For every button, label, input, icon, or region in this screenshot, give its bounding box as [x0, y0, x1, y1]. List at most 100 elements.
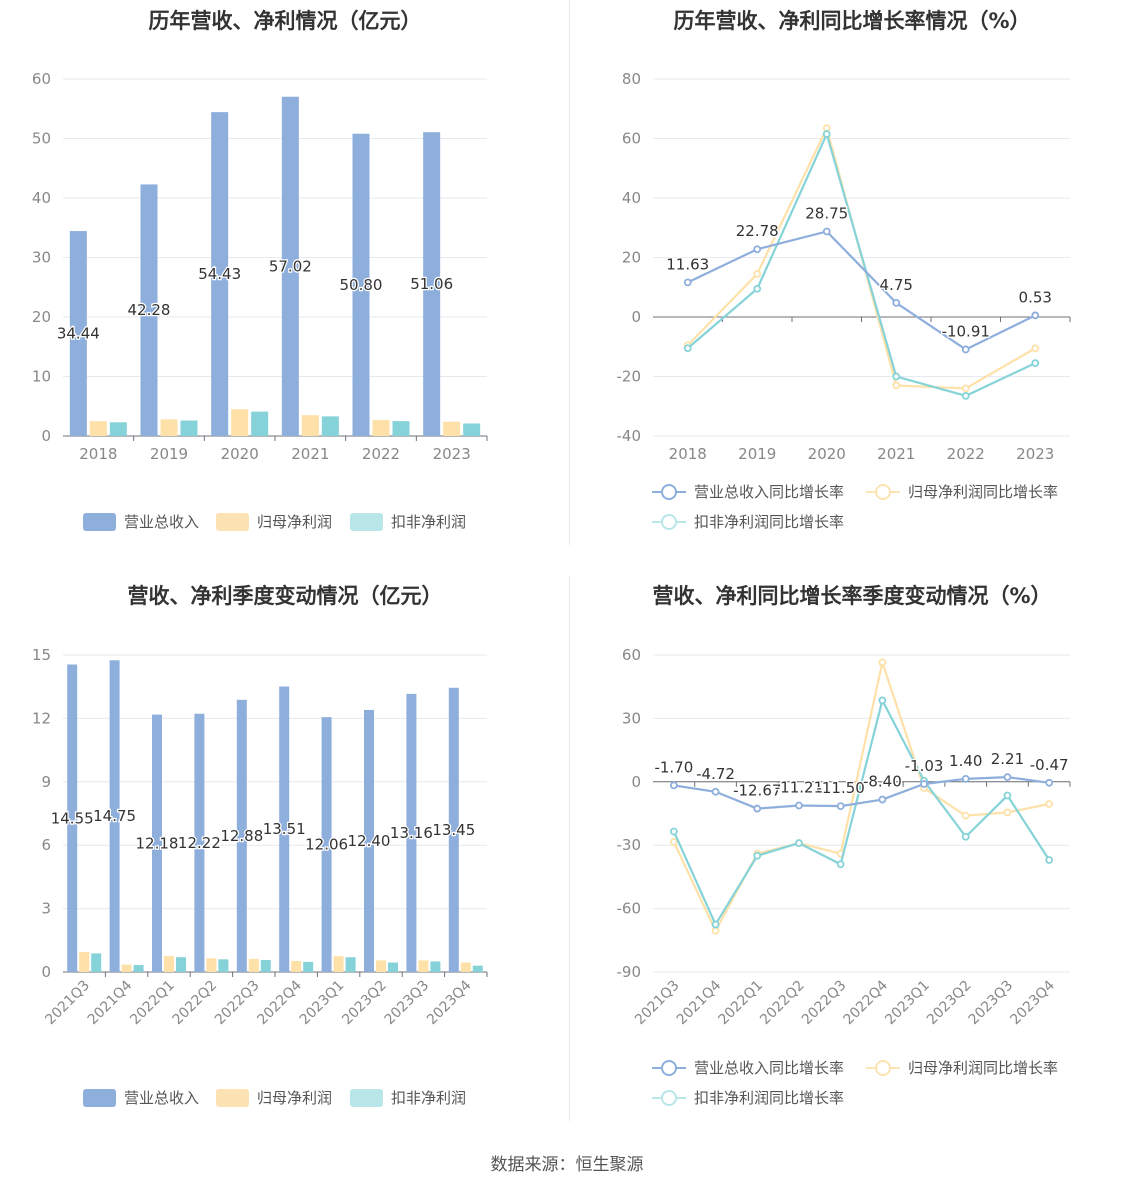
data-point: [753, 804, 762, 813]
y-tick-label: 60: [32, 70, 51, 88]
bar-revenue: [236, 699, 247, 972]
data-point: [961, 774, 970, 783]
data-label: 12.40: [348, 832, 391, 850]
legend-item-revenue[interactable]: 营业总收入: [83, 1087, 199, 1108]
bar-deducted-profit: [303, 961, 314, 972]
divider: [569, 0, 570, 545]
y-tick-label: 0: [631, 773, 641, 791]
legend-item-deducted-profit[interactable]: 扣非净利润: [350, 511, 466, 532]
panel-title: 营收、净利季度变动情况（亿元）: [127, 584, 443, 608]
quarterly-growth-chart: -90-60-30030602021Q32021Q42022Q12022Q220…: [617, 646, 1071, 1028]
data-label: 1.40: [949, 752, 982, 770]
legend-item-net-profit-growth[interactable]: 归母净利润同比增长率: [866, 481, 1058, 502]
divider: [569, 576, 570, 1121]
bar-revenue: [109, 660, 120, 972]
legend-label: 扣非净利润: [391, 1089, 467, 1107]
bar-revenue: [423, 132, 441, 436]
data-point: [961, 384, 970, 393]
x-tick-label: 2022Q4: [841, 977, 892, 1028]
bar-revenue: [352, 133, 370, 436]
x-tick-label: 2021Q3: [42, 978, 93, 1029]
legend-symbol: [866, 483, 900, 501]
x-tick-label: 2022Q3: [212, 978, 263, 1029]
legend-item-revenue-growth[interactable]: 营业总收入同比增长率: [652, 1057, 844, 1078]
bar-net-profit: [164, 956, 174, 972]
bar-deducted-profit: [91, 953, 102, 972]
bar-deducted-profit: [180, 420, 198, 436]
data-label: 0.53: [1019, 288, 1052, 306]
annual-revenue-profit-panel: 历年营收、净利情况（亿元） 0 10 20 30 40 50 60 2018 2019 2020 2…: [0, 0, 570, 545]
legend-item-deducted-profit-growth[interactable]: 扣非净利润同比增长率: [652, 511, 844, 532]
data-point: [1031, 359, 1040, 368]
chart-legend: 营业总收入同比增长率 归母净利润同比增长率 扣非净利润同比增长率: [570, 1057, 1134, 1111]
bar-net-profit: [376, 960, 386, 972]
x-tick-label: 2023: [433, 445, 471, 463]
bar-revenue: [279, 686, 290, 972]
data-label: -4.72: [696, 765, 735, 783]
legend-item-net-profit[interactable]: 归母净利润: [216, 511, 332, 532]
data-point: [795, 801, 803, 810]
y-tick-label: 60: [622, 130, 641, 148]
legend-swatch: [216, 1088, 249, 1107]
data-point: [711, 926, 720, 935]
bar-deducted-profit: [133, 965, 144, 972]
x-tick-label: 2019: [150, 445, 188, 463]
bar-deducted-profit: [176, 957, 186, 972]
data-label: 50.80: [340, 276, 383, 294]
quarterly-revenue-profit-chart: 036912152021Q32021Q42022Q12022Q22022Q320…: [32, 646, 488, 1029]
legend-swatch: [216, 512, 249, 531]
legend-item-revenue[interactable]: 营业总收入: [83, 511, 199, 532]
legend-label: 归母净利润: [257, 1089, 333, 1107]
x-tick-label: 2020: [221, 445, 259, 463]
data-point: [961, 811, 970, 820]
y-tick-label: -30: [617, 836, 642, 854]
legend-item-deducted-profit[interactable]: 扣非净利润: [350, 1087, 466, 1108]
legend-label: 扣非净利润: [391, 513, 467, 531]
data-label: 12.88: [220, 827, 263, 845]
data-point: [753, 269, 762, 278]
y-tick-label: 0: [41, 427, 51, 445]
legend-item-revenue-growth[interactable]: 营业总收入同比增长率: [652, 481, 844, 502]
legend-item-net-profit[interactable]: 归母净利润: [216, 1087, 332, 1108]
x-tick-label: 2023: [1016, 445, 1054, 463]
bar-revenue: [321, 717, 332, 972]
y-tick-label: 80: [622, 70, 641, 88]
data-point: [669, 827, 678, 836]
data-label: 2.21: [991, 750, 1024, 768]
y-tick-label: 15: [32, 646, 51, 664]
data-point: [1003, 791, 1012, 800]
quarterly-revenue-profit-panel: 营收、净利季度变动情况（亿元） 0 3 6 9 12 15 2021Q3 2021Q4 2022…: [0, 576, 570, 1121]
annual-growth-chart: -40 -20 0 20 40 60 80 2018 2019 2020 2021 2022 2023 1…: [617, 70, 1071, 463]
bar-net-profit: [89, 421, 107, 436]
series-line-deducted-profit: [672, 697, 1051, 927]
legend-label: 扣非净利润同比增长率: [694, 513, 845, 531]
y-tick-label: 40: [622, 189, 641, 207]
data-label: 13.45: [432, 821, 475, 839]
x-tick-label: 2022Q4: [254, 977, 305, 1028]
chart-legend: 营业总收入 归母净利润 扣非净利润: [0, 1087, 570, 1109]
data-point: [920, 780, 928, 788]
x-tick-label: 2023Q1: [297, 978, 348, 1029]
y-tick-label: -40: [617, 427, 642, 445]
data-point: [822, 227, 831, 236]
legend-item-deducted-profit-growth[interactable]: 扣非净利润同比增长率: [652, 1087, 844, 1108]
data-point: [753, 851, 762, 860]
bar-revenue: [364, 709, 374, 972]
bar-deducted-profit: [388, 962, 398, 972]
y-tick-label: 30: [32, 249, 51, 267]
data-point: [1003, 773, 1012, 782]
legend-label: 扣非净利润同比增长率: [694, 1089, 845, 1107]
chart-legend: 营业总收入 归母净利润 扣非净利润: [0, 511, 570, 533]
data-label: 54.43: [198, 265, 241, 283]
data-label: 11.63: [666, 255, 709, 273]
bar-net-profit: [418, 960, 429, 972]
data-label: 12.22: [178, 834, 221, 852]
legend-item-net-profit-growth[interactable]: 归母净利润同比增长率: [866, 1057, 1058, 1078]
data-label: 22.78: [736, 222, 779, 240]
bar-net-profit: [372, 419, 390, 436]
data-point: [961, 345, 970, 354]
x-tick-label: 2022Q2: [170, 978, 221, 1029]
annual-revenue-profit-chart: 0 10 20 30 40 50 60 2018 2019 2020 2021 2022 2023 34.…: [32, 70, 488, 463]
legend-symbol: [652, 1089, 686, 1107]
panel-title: 历年营收、净利情况（亿元）: [148, 9, 422, 33]
